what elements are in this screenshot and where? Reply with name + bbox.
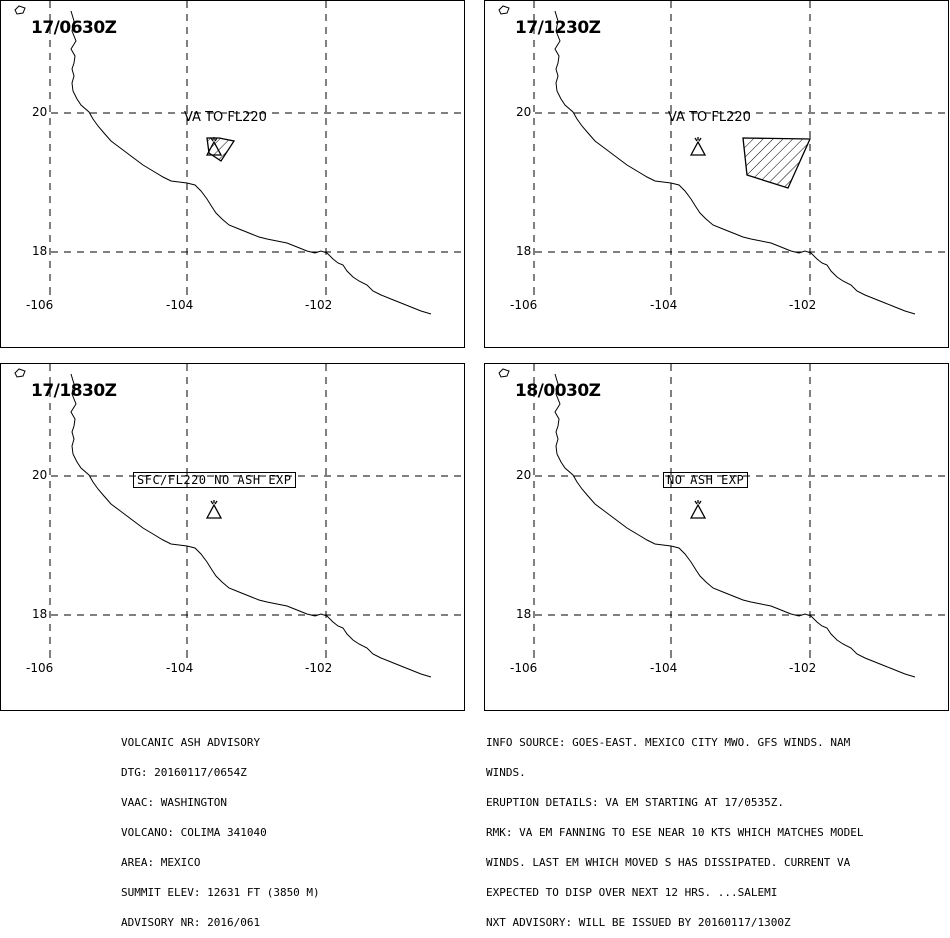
map-canvas <box>498 1 950 315</box>
advisory-line: RMK: VA EM FANNING TO ESE NEAR 10 KTS WH… <box>486 826 864 839</box>
advisory-line: ERUPTION DETAILS: VA EM STARTING AT 17/0… <box>486 796 785 809</box>
advisory-line: AREA: MEXICO <box>121 856 201 869</box>
volcano-icon <box>205 500 223 519</box>
advisory-line: EXPECTED TO DISP OVER NEXT 12 HRS. ...SA… <box>486 886 778 899</box>
map-panel-1: 17/0630Z 20 18 -106 -104 -102 VA TO FL22… <box>0 0 466 348</box>
advisory-line: WINDS. LAST EM WHICH MOVED S HAS DISSIPA… <box>486 856 851 869</box>
lon-label-106: -106 <box>26 298 54 312</box>
lat-label-18: 18 <box>516 244 532 258</box>
lat-label-18: 18 <box>32 244 48 258</box>
advisory-line: VAAC: WASHINGTON <box>121 796 227 809</box>
lat-label-20: 20 <box>516 468 532 482</box>
advisory-right: INFO SOURCE: GOES-EAST. MEXICO CITY MWO.… <box>486 718 864 938</box>
ash-label-box: SFC/FL220 NO ASH EXP <box>133 472 296 488</box>
lon-label-102: -102 <box>789 298 817 312</box>
island <box>14 5 26 15</box>
lon-label-102: -102 <box>305 661 333 675</box>
panel-time: 18/0030Z <box>515 381 601 401</box>
map-panel-3: 17/1830Z 20 18 -106 -104 -102 SFC/FL220 … <box>0 363 466 711</box>
lat-label-18: 18 <box>516 607 532 621</box>
coastline <box>70 373 432 678</box>
advisory-line: INFO SOURCE: GOES-EAST. MEXICO CITY MWO.… <box>486 736 851 749</box>
volcano-icon <box>689 500 707 519</box>
lon-label-104: -104 <box>650 298 678 312</box>
panel-time: 17/1830Z <box>31 381 117 401</box>
lon-label-102: -102 <box>789 661 817 675</box>
ash-cloud-polygon <box>206 137 236 162</box>
lat-label-20: 20 <box>516 105 532 119</box>
lon-label-106: -106 <box>510 661 538 675</box>
map-canvas <box>14 364 466 678</box>
ash-label: VA TO FL220 <box>184 110 267 125</box>
coastline <box>554 373 916 678</box>
lat-label-20: 20 <box>32 468 48 482</box>
island <box>498 5 510 15</box>
map-canvas <box>498 364 950 678</box>
advisory-line: ADVISORY NR: 2016/061 <box>121 916 261 929</box>
lat-label-18: 18 <box>32 607 48 621</box>
lat-label-20: 20 <box>32 105 48 119</box>
lon-label-104: -104 <box>650 661 678 675</box>
lon-label-104: -104 <box>166 298 194 312</box>
lon-label-102: -102 <box>305 298 333 312</box>
panel-time: 17/1230Z <box>515 18 601 38</box>
advisory-line: VOLCANIC ASH ADVISORY <box>121 736 261 749</box>
advisory-line: NXT ADVISORY: WILL BE ISSUED BY 20160117… <box>486 916 791 929</box>
lon-label-104: -104 <box>166 661 194 675</box>
ash-label-box: NO ASH EXP <box>663 472 749 488</box>
map-canvas <box>14 1 466 315</box>
ash-cloud-polygon <box>742 137 811 189</box>
advisory-line: VOLCANO: COLIMA 341040 <box>121 826 267 839</box>
island <box>14 368 26 378</box>
ash-label: VA TO FL220 <box>668 110 751 125</box>
volcano-icon <box>689 137 707 156</box>
lon-label-106: -106 <box>26 661 54 675</box>
coastline <box>554 10 916 315</box>
advisory-left: VOLCANIC ASH ADVISORY DTG: 20160117/0654… <box>121 718 320 938</box>
map-panel-4: 18/0030Z 20 18 -106 -104 -102 NO ASH EXP <box>484 363 950 711</box>
advisory-line: SUMMIT ELEV: 12631 FT (3850 M) <box>121 886 320 899</box>
panel-time: 17/0630Z <box>31 18 117 38</box>
map-panel-2: 17/1230Z 20 18 -106 -104 -102 VA TO FL22… <box>484 0 950 348</box>
coastline <box>70 10 432 315</box>
island <box>498 368 510 378</box>
advisory-line: WINDS. <box>486 766 526 779</box>
lon-label-106: -106 <box>510 298 538 312</box>
advisory-line: DTG: 20160117/0654Z <box>121 766 247 779</box>
